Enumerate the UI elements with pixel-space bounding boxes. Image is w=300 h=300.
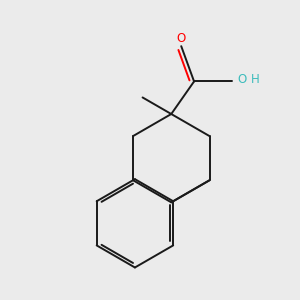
Text: O: O — [177, 32, 186, 46]
Text: O: O — [238, 73, 247, 86]
Text: H: H — [250, 73, 259, 86]
